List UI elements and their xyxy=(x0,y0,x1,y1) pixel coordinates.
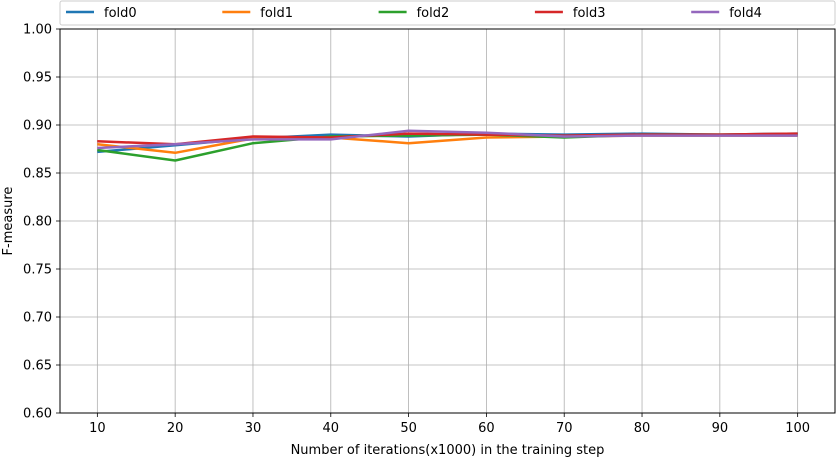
y-tick-label: 0.95 xyxy=(23,71,52,86)
x-tick-label: 100 xyxy=(785,421,810,436)
x-axis: 10 20 30 40 50 60 70 80 90 100 xyxy=(89,413,810,436)
y-tick-label: 0.65 xyxy=(23,359,52,374)
y-tick-label: 0.70 xyxy=(23,311,52,326)
x-tick-label: 30 xyxy=(245,421,262,436)
y-tick-label: 1.00 xyxy=(23,23,52,38)
y-axis-label: F-measure xyxy=(1,187,16,256)
legend-label-fold2: fold2 xyxy=(417,6,450,21)
legend-box xyxy=(59,0,836,26)
x-axis-label: Number of iterations(x1000) in the train… xyxy=(291,443,605,457)
x-tick-label: 80 xyxy=(634,421,651,436)
y-tick-label: 0.85 xyxy=(23,167,52,182)
y-tick-label: 0.90 xyxy=(23,119,52,134)
x-tick-label: 90 xyxy=(712,421,729,436)
x-tick-label: 70 xyxy=(556,421,573,436)
legend-label-fold1: fold1 xyxy=(260,6,293,21)
y-tick-label: 0.60 xyxy=(23,407,52,422)
y-tick-label: 0.80 xyxy=(23,215,52,230)
x-tick-label: 40 xyxy=(323,421,340,436)
x-tick-label: 50 xyxy=(400,421,417,436)
legend: fold0 fold1 fold2 fold3 fold4 xyxy=(59,0,836,26)
x-tick-label: 10 xyxy=(89,421,106,436)
y-axis: 0.60 0.65 0.70 0.75 0.80 0.85 0.90 0.95 1.00 xyxy=(23,23,60,422)
x-tick-label: 20 xyxy=(167,421,184,436)
series-lines xyxy=(97,129,798,162)
legend-label-fold0: fold0 xyxy=(104,6,137,21)
series-line-fold4 xyxy=(97,129,798,150)
legend-label-fold3: fold3 xyxy=(573,6,606,21)
x-tick-label: 60 xyxy=(478,421,495,436)
y-tick-label: 0.75 xyxy=(23,263,52,278)
legend-label-fold4: fold4 xyxy=(729,6,762,21)
